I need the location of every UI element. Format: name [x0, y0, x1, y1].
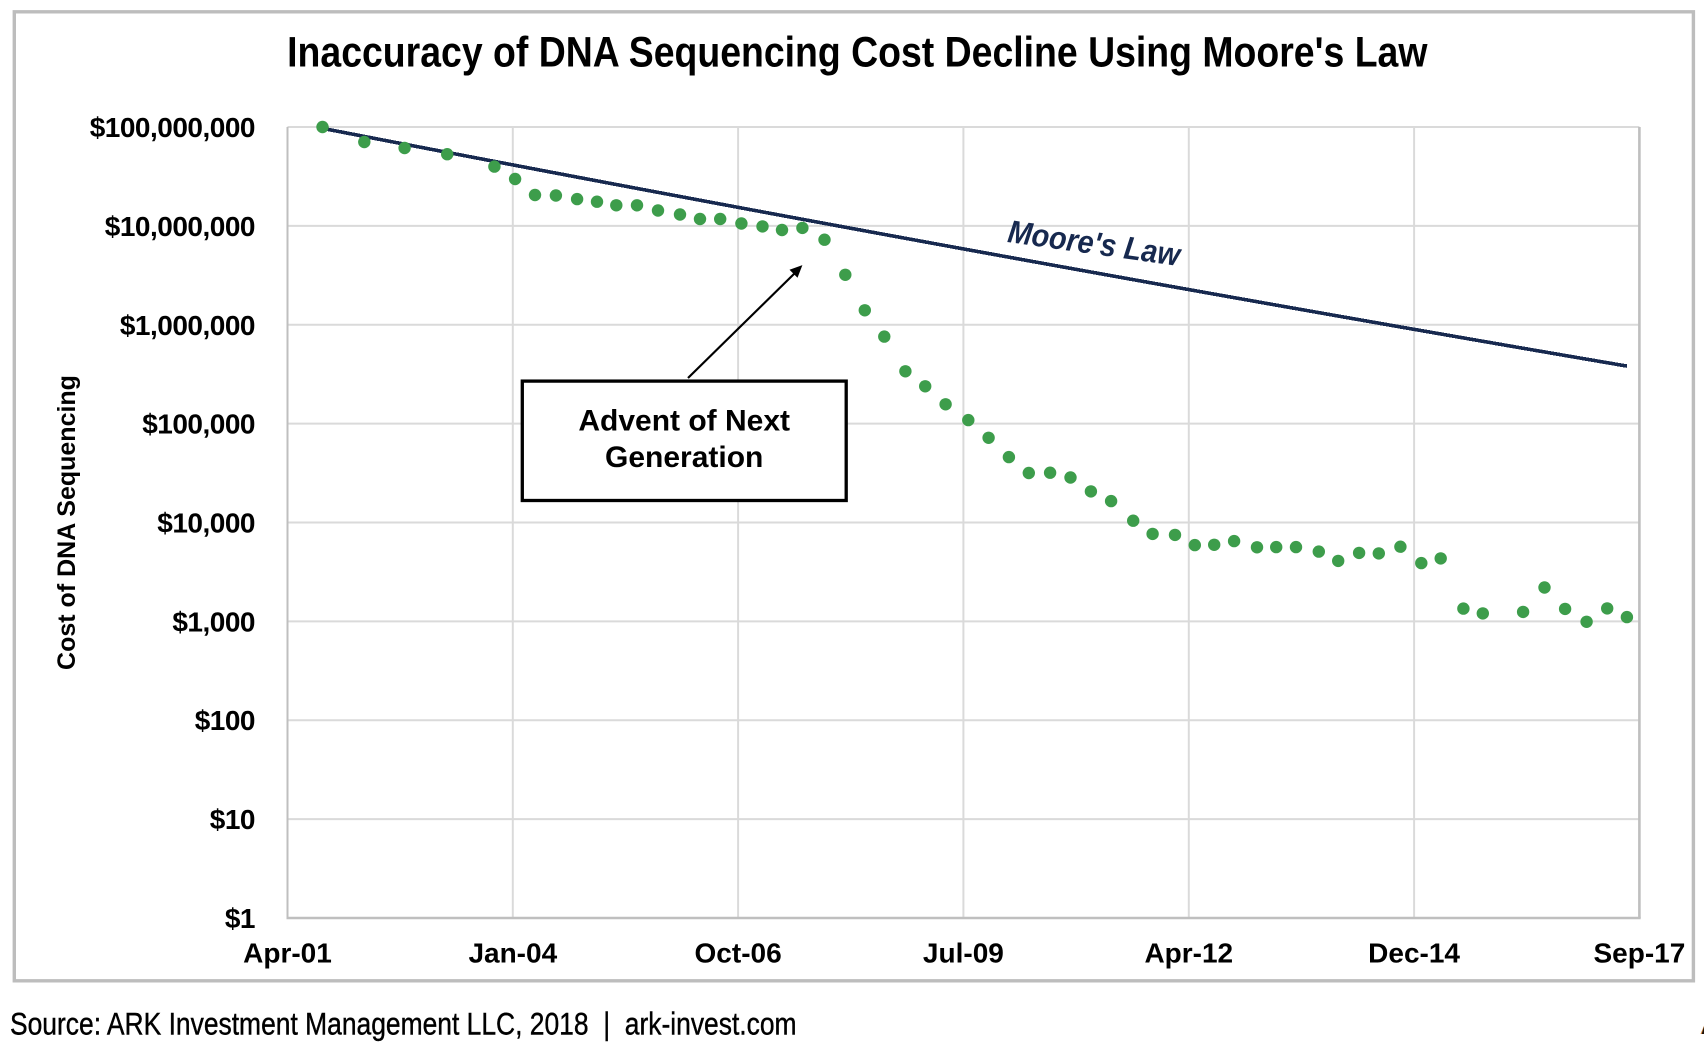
svg-text:Dec-14: Dec-14: [1368, 937, 1460, 968]
svg-text:Generation: Generation: [605, 441, 763, 474]
svg-text:$10,000,000: $10,000,000: [105, 211, 255, 242]
svg-text:$10: $10: [210, 804, 255, 835]
svg-text:Jul-09: Jul-09: [923, 937, 1004, 968]
svg-text:Source: ARK Investment Managem: Source: ARK Investment Management LLC, 2…: [10, 1007, 797, 1042]
svg-text:Apr-12: Apr-12: [1144, 937, 1233, 968]
svg-text:Advent of Next: Advent of Next: [578, 404, 790, 437]
svg-text:Cost of DNA Sequencing: Cost of DNA Sequencing: [53, 375, 81, 670]
svg-text:$100: $100: [195, 705, 255, 736]
svg-text:$10,000: $10,000: [157, 508, 255, 539]
svg-text:Jan-04: Jan-04: [468, 937, 557, 968]
svg-text:Oct-06: Oct-06: [695, 937, 782, 968]
svg-text:$1,000: $1,000: [172, 606, 255, 637]
svg-text:$1,000,000: $1,000,000: [120, 310, 255, 341]
svg-text:Inaccuracy of DNA Sequencing C: Inaccuracy of DNA Sequencing Cost Declin…: [287, 28, 1428, 76]
svg-text:Apr-01: Apr-01: [243, 937, 332, 968]
svg-text:$100,000: $100,000: [142, 409, 255, 440]
svg-text:$100,000,000: $100,000,000: [90, 112, 255, 143]
svg-text:Sep-17: Sep-17: [1593, 937, 1685, 968]
svg-text:$1: $1: [225, 903, 255, 934]
